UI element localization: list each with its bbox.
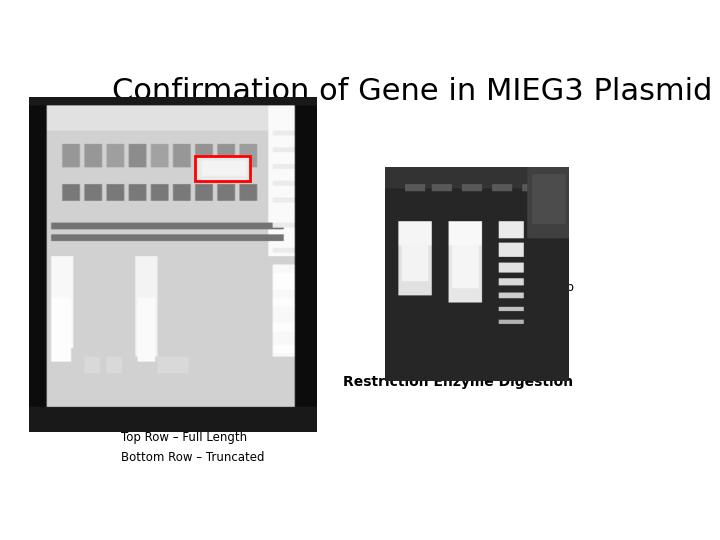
- Bar: [195, 156, 251, 181]
- Text: 1.5kb: 1.5kb: [539, 281, 574, 294]
- Text: Colony Screening: Colony Screening: [120, 408, 256, 422]
- Text: Bottom Row – Truncated: Bottom Row – Truncated: [121, 451, 264, 464]
- Text: Restriction Enzyme Digestion: Restriction Enzyme Digestion: [343, 375, 573, 389]
- Text: Top Row – Full Length: Top Row – Full Length: [121, 431, 247, 444]
- Text: Confirmation of Gene in MIEG3 Plasmid: Confirmation of Gene in MIEG3 Plasmid: [112, 77, 713, 106]
